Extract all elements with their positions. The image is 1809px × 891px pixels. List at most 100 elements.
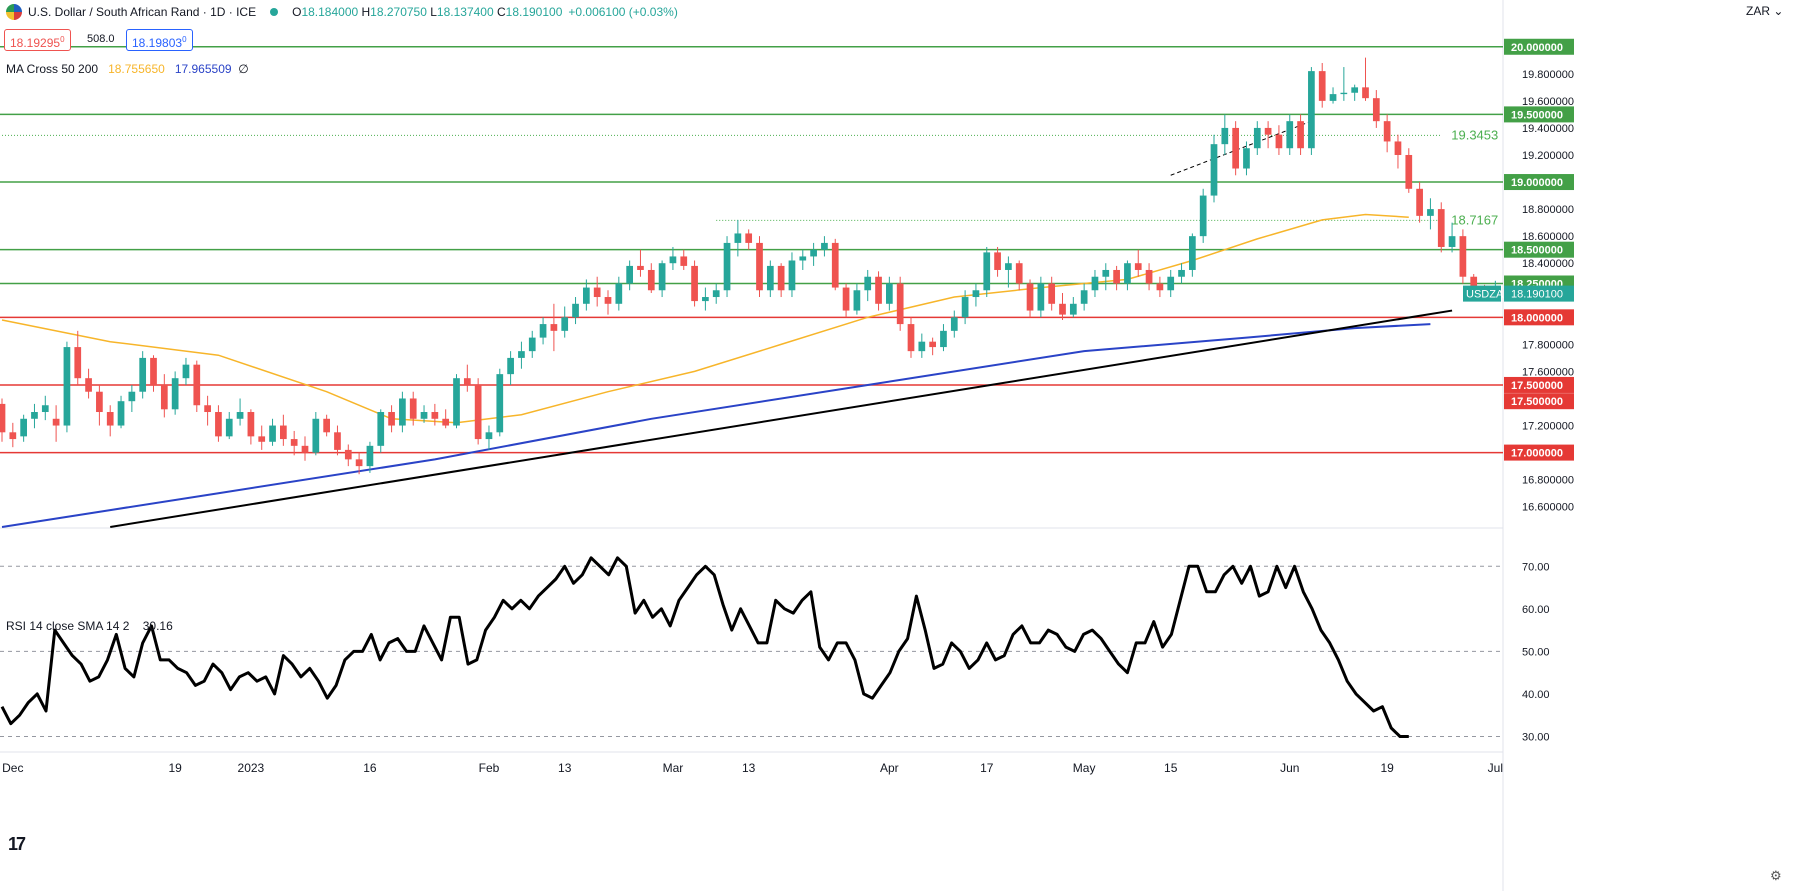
time-axis-label: Apr [880,761,899,775]
candle-body [204,405,211,413]
candle-body [420,412,428,419]
level-axis-label-bg [1504,241,1574,258]
candle-body [20,418,27,437]
candle-body [1167,276,1175,291]
tradingview-logo-icon[interactable]: 17 [8,834,26,854]
price-axis-tick: 19.200000 [1522,150,1574,162]
candle-body [171,378,179,410]
market-status-icon [270,8,279,16]
candle-body [712,290,720,298]
candle-body [1308,71,1315,149]
candle-body [626,265,633,284]
price-axis-tick: 19.400000 [1522,123,1574,135]
candle-body [1124,263,1131,284]
candle-body [1026,283,1034,311]
candle-body [799,256,807,261]
time-axis-label: 15 [1164,761,1178,775]
candle-body [1427,209,1434,216]
ma200-value: 17.965509 [174,62,232,76]
level-axis-label: 17.500000 [1511,396,1563,408]
time-axis-label: Jun [1280,761,1299,775]
chevron-down-icon: ⌄ [1773,4,1784,18]
symbol-header: U.S. Dollar / South African Rand · 1D · … [6,4,678,20]
candle-body [63,347,71,426]
candle-body [1210,144,1218,196]
candle-body [1437,209,1445,247]
candle-body [31,412,38,419]
candle-body [160,384,168,410]
time-axis-label: 13 [742,761,756,775]
buy-button[interactable]: 18.198030 [126,29,193,51]
candle-body [1102,269,1110,277]
price-axis-tick: 16.600000 [1522,502,1574,514]
candle-body [821,242,828,250]
price-axis-tick: 16.800000 [1522,475,1574,487]
candle-body [463,378,471,385]
candle-body [193,364,201,406]
sell-button[interactable]: 18.192950 [4,29,71,51]
time-axis-label: Feb [479,761,500,775]
rsi-legend[interactable]: RSI 14 close SMA 14 2 30.16 [6,619,173,633]
candle-body [1405,154,1413,189]
candle-body [323,418,330,433]
candle-body [950,317,958,331]
price-axis-tick: 18.800000 [1522,204,1574,216]
fib-level-label: 19.3453 [1451,127,1498,142]
candle-body [680,256,688,266]
candle-body [0,403,6,433]
candle-body [972,290,980,298]
ma-cross-legend[interactable]: MA Cross 50 200 18.755650 17.965509 ∅ [6,62,249,76]
candle-body [1470,276,1478,291]
candle-body [312,418,320,453]
candle-body [474,384,482,440]
candle-body [734,233,742,243]
time-axis-label: May [1073,761,1096,775]
candle-body [1145,269,1153,284]
candle-body [1134,263,1142,270]
symbol-title[interactable]: U.S. Dollar / South African Rand · 1D · … [28,5,257,19]
candle-body [907,324,915,352]
candle-body [1297,121,1304,149]
candle-body [1275,134,1283,149]
candle-body [983,252,991,291]
candle-body [994,252,1001,270]
level-axis-label-bg [1504,106,1574,123]
level-axis-label-bg [1504,309,1574,326]
candle-body [1318,71,1326,101]
time-axis-label: Jul [1488,761,1503,775]
candle-body [409,398,417,419]
candle-body [1005,263,1012,270]
level-axis-label: 17.500000 [1511,380,1563,392]
price-axis-tick: 19.800000 [1522,69,1574,81]
level-axis-label-bg [1504,38,1574,55]
candle-body [1362,87,1369,99]
gear-icon[interactable]: ⚙ [1770,868,1782,883]
candle-body [539,324,547,338]
candle-body [1253,127,1261,149]
time-axis-label: 17 [980,761,994,775]
currency-selector[interactable]: ZAR ⌄ [1746,4,1784,18]
ohlc-value-c: 18.190100 [505,5,563,19]
candle-body [1232,127,1239,169]
last-price-bg [1504,285,1574,302]
candle-body [96,391,103,413]
level-axis-label-bg [1504,174,1574,191]
candle-body [377,412,385,446]
candle-body [139,357,147,392]
candle-body [150,357,157,385]
rsi-line [0,556,1409,738]
level-axis-label-bg [1504,444,1574,461]
candle-body [269,425,276,442]
ohlc-value-l: 18.137400 [436,5,497,19]
ma-label: MA Cross 50 200 [6,62,99,76]
candle-body [215,412,222,437]
candle-body [961,297,969,318]
ohlc-value-o: 18.184000 [301,5,362,19]
candle-body [106,412,114,426]
candle-body [1459,236,1467,277]
ohlc-key-c: C [496,5,506,19]
candle-body [1394,141,1402,155]
candle-body [1059,303,1066,315]
candle-body [507,357,514,375]
